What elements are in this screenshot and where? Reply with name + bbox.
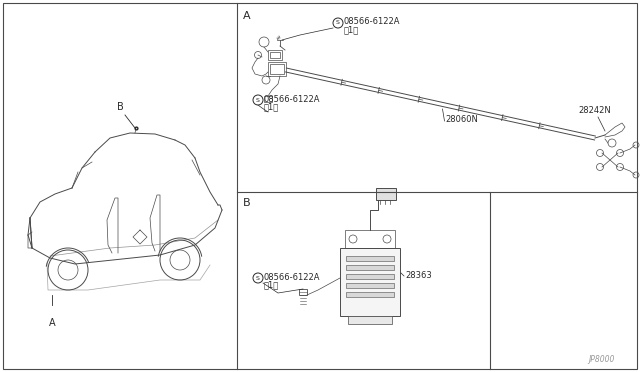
Text: 08566-6122A: 08566-6122A: [344, 17, 401, 26]
Bar: [270, 52, 280, 58]
Text: （1）: （1）: [264, 280, 279, 289]
Bar: [345, 230, 395, 248]
Bar: [346, 265, 394, 270]
Bar: [299, 289, 307, 295]
Bar: [346, 283, 394, 288]
Text: B: B: [116, 102, 124, 112]
Bar: [270, 64, 284, 74]
Bar: [346, 274, 394, 279]
Text: 28363: 28363: [405, 272, 432, 280]
Text: 28242N: 28242N: [578, 106, 611, 115]
Bar: [268, 62, 286, 76]
Text: 08566-6122A: 08566-6122A: [264, 273, 321, 282]
Text: S: S: [256, 276, 260, 280]
Bar: [348, 316, 392, 324]
Bar: [264, 96, 272, 102]
Bar: [346, 256, 394, 261]
Text: 28060N: 28060N: [445, 115, 478, 124]
Text: A: A: [243, 11, 251, 21]
Text: JP8000: JP8000: [589, 355, 615, 364]
Text: （1）: （1）: [264, 103, 279, 112]
Bar: [268, 50, 282, 60]
Text: B: B: [243, 198, 251, 208]
Bar: [346, 292, 394, 297]
Bar: [376, 188, 396, 200]
Text: S: S: [336, 20, 340, 26]
Text: 08566-6122A: 08566-6122A: [264, 94, 321, 103]
Text: A: A: [49, 318, 55, 328]
Text: （1）: （1）: [344, 26, 359, 35]
Bar: [340, 248, 400, 316]
Text: S: S: [256, 97, 260, 103]
